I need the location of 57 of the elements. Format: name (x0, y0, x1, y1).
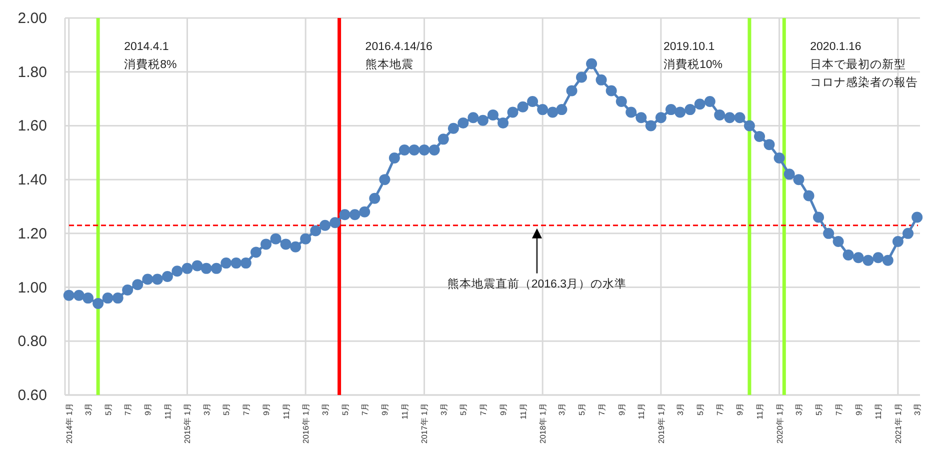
x-tick-label: 2019年 1月 (656, 403, 666, 444)
y-tick-label: 0.60 (18, 387, 47, 404)
x-tick-label: 3月 (321, 403, 330, 416)
ref-line-label: 2014.4.1 消費税8% (124, 41, 177, 71)
x-tick-label: 7月 (124, 403, 133, 416)
x-tick-label: 9月 (380, 403, 390, 416)
x-tick-label: 9月 (262, 403, 272, 416)
x-tick-label: 2015年 1月 (183, 403, 192, 444)
x-tick-label: 7月 (597, 403, 606, 416)
y-tick-label: 2.00 (18, 10, 47, 27)
x-tick-label: 9月 (617, 403, 626, 416)
x-tick-label: 5月 (578, 403, 586, 416)
x-tick-label: 7月 (360, 403, 370, 416)
x-tick-label: 5月 (104, 403, 113, 416)
x-tick-label: 11月 (637, 403, 646, 420)
x-tick-label: 9月 (499, 403, 508, 416)
x-tick-label: 3月 (558, 403, 567, 416)
x-tick-label: 11月 (282, 403, 291, 420)
y-tick-label: 1.40 (18, 172, 47, 189)
x-tick-label: 11月 (163, 403, 172, 420)
x-tick-label: 3月 (676, 403, 686, 416)
y-tick-label: 0.80 (18, 333, 47, 350)
x-tick-label: 3月 (202, 403, 212, 416)
x-tick-label: 3月 (84, 403, 94, 416)
y-tick-label: 1.20 (18, 225, 47, 242)
x-tick-label: 3月 (794, 403, 804, 416)
x-tick-label: 5月 (459, 403, 468, 416)
x-tick-label: 7月 (716, 403, 725, 416)
x-tick-label: 2017年 1月 (420, 403, 430, 444)
x-tick-label: 11月 (518, 403, 528, 420)
ref-line-label: 2020.1.16 日本で最初の新型コロナ感染者の報告 (810, 41, 918, 89)
x-tick-label: 5月 (222, 403, 232, 416)
x-tick-label: 11月 (400, 403, 410, 420)
ref-line-label: 2016.4.14/16 熊本地震 (365, 41, 432, 71)
x-tick-label: 5月 (696, 403, 705, 416)
x-tick-label: 2016年 1月 (302, 403, 311, 444)
x-tick-label: 5月 (340, 403, 350, 416)
x-tick-label: 3月 (439, 403, 448, 416)
ref-line-label: 2019.10.1 消費税10% (663, 41, 722, 71)
y-tick-label: 1.60 (18, 118, 47, 135)
x-tick-label: 9月 (736, 403, 745, 416)
annotation: 熊本地震直前（2016.3月）の水準 (447, 277, 627, 290)
x-tick-label: 7月 (242, 403, 251, 416)
x-tick-label: 3月 (913, 403, 922, 416)
x-tick-label: 5月 (814, 403, 824, 416)
x-tick-label: 11月 (756, 403, 765, 420)
x-tick-label: 9月 (854, 403, 864, 416)
x-tick-label: 2021年 1月 (894, 403, 903, 444)
x-tick-label: 2020年 1月 (775, 403, 784, 444)
y-tick-label: 1.00 (18, 279, 47, 296)
x-tick-label: 7月 (478, 403, 488, 416)
x-tick-label: 2014年 1月 (64, 403, 74, 444)
x-tick-label: 9月 (144, 403, 153, 416)
x-tick-label: 7月 (834, 403, 844, 416)
x-tick-label: 11月 (874, 403, 884, 420)
y-tick-label: 1.80 (18, 64, 47, 81)
x-tick-label: 2018年 1月 (538, 403, 548, 444)
